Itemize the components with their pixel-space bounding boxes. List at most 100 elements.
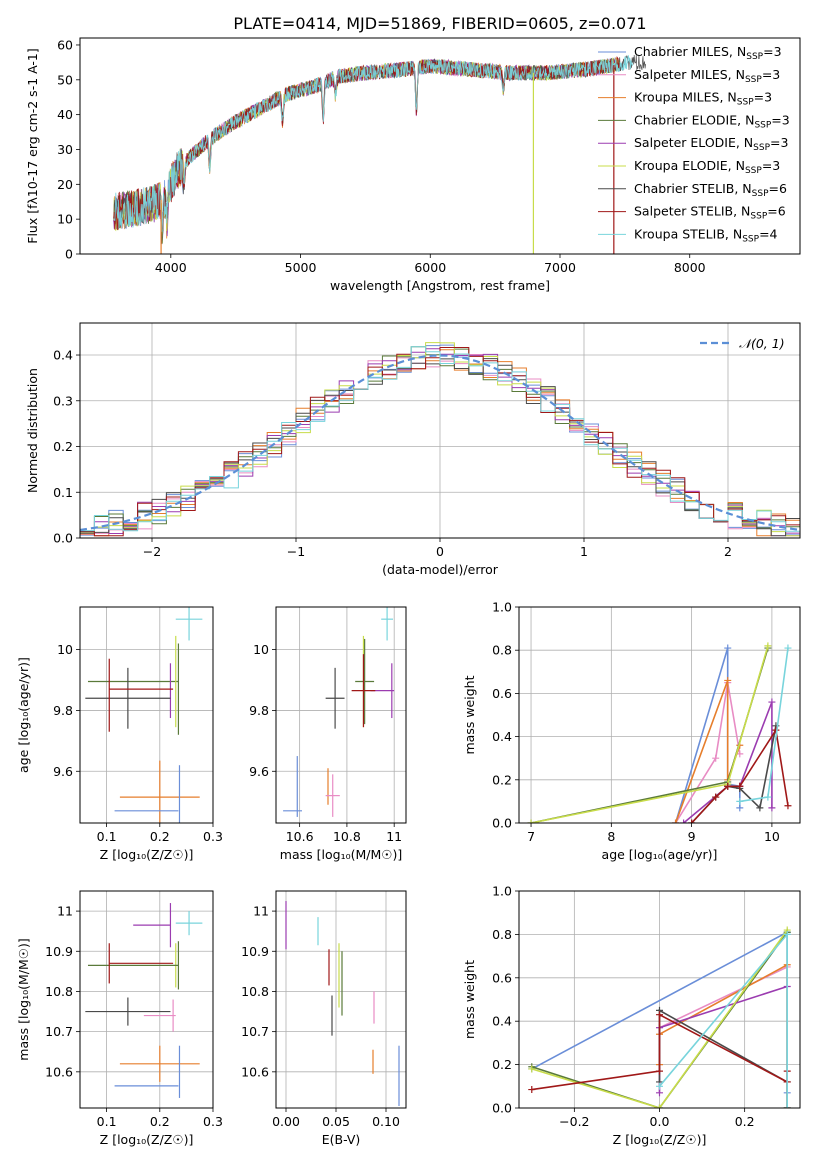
weight-marker [736,804,744,812]
axes-frame [79,606,214,824]
spectrum-line-kroupa-stelib [113,54,633,232]
weight-line-kroupa-elodie [530,645,769,823]
y-tick-label: 10.8 [241,984,269,999]
legend-label: Chabrier STELIB, NSSP=6 [634,181,787,199]
y-tick-label: 0.0 [53,531,73,546]
weight-marker [764,642,772,650]
legend-label: Kroupa ELODIE, NSSP=3 [634,158,780,176]
y-tick-label: 11 [57,904,73,919]
weight-line-salpeter-stelib [691,727,789,823]
y-tick-label: 0.6 [492,970,512,985]
y-tick-label: 0.6 [492,686,512,701]
spectrum-line-salpeter-elodie [113,58,621,237]
weight-marker [656,1089,663,1097]
plot-area [519,607,800,823]
x-tick-label: 11 [386,829,402,844]
chart-age-vs-mass: 10.6 10.8 11 9.6 9.8 10 mass [log₁₀(M/M☉)] [249,606,407,862]
x-axis-label: mass [log₁₀(M/M☉)] [280,847,402,862]
spectrum-line-salpeter-stelib [113,56,621,230]
y-tick-label: 0 [65,247,73,262]
chart-weight-vs-Z: −0.2 0.0 0.2 0.0 0.2 0.4 0.6 0.8 1.0 Z [log₁₀(Z/Z… [462,884,801,1147]
plot-area [276,607,406,823]
y-tick-label: 40 [57,107,73,122]
x-axis-label: age [log₁₀(age/yr)] [602,847,718,862]
weight-marker [784,644,792,652]
y-axis-label: mass weight [462,675,477,754]
x-tick-label: 6000 [414,260,446,275]
chart-mass-vs-Z: 0.1 0.2 0.3 10.6 10.7 10.8 10.9 11 Z [log₁₀(Z/Z☉… [16,890,223,1147]
x-tick-label: 8 [607,829,615,844]
legend-label: Salpeter ELODIE, NSSP=3 [634,135,788,153]
y-tick-label: 0.1 [53,485,73,500]
weight-line-kroupa-miles [658,963,789,1108]
weight-marker [528,1086,536,1094]
x-axis-label: Z [log₁₀(Z/Z☉)] [100,847,194,862]
weight-marker [724,782,732,790]
weight-marker [656,1011,663,1019]
y-tick-label: 30 [57,142,73,157]
chart-mass-vs-ebv: 0.00 0.05 0.10 10.6 10.7 10.8 10.9 11 E(B-V) [241,890,407,1147]
weight-marker [756,804,764,812]
weight-line-chabrier-elodie [530,647,769,823]
y-axis-label: mass weight [462,960,477,1039]
weight-marker [527,819,535,823]
weight-marker [688,819,696,823]
x-tick-label: −1 [287,544,305,559]
plot-area [113,54,646,254]
y-tick-label: 10.9 [241,944,269,959]
y-tick-label: 20 [57,177,73,192]
figure-title: PLATE=0414, MJD=51869, FIBERID=0605, z=0… [233,14,646,33]
y-tick-label: 10.7 [45,1024,73,1039]
x-tick-label: 0.05 [322,1114,350,1129]
plot-area [80,891,213,1108]
y-tick-label: 0.2 [492,1057,512,1072]
x-tick-label: 10.6 [286,829,314,844]
x-tick-label: 0.3 [203,829,223,844]
y-tick-label: 10.7 [241,1024,269,1039]
axes-frame [275,606,407,824]
y-tick-label: 10 [253,642,269,657]
x-axis-label: wavelength [Angstrom, rest frame] [330,278,550,293]
x-axis-label: Z [log₁₀(Z/Z☉)] [613,1132,707,1147]
x-tick-label: 2 [724,544,732,559]
y-tick-label: 0.3 [53,393,73,408]
weight-marker [736,797,744,805]
y-tick-label: 9.6 [249,764,269,779]
y-axis-label: mass [log₁₀(M/M☉)] [16,938,31,1060]
y-tick-label: 50 [57,72,73,87]
axes-frame [518,606,801,824]
y-tick-label: 1.0 [492,600,512,615]
weight-marker [724,644,732,652]
panels: 4000 5000 6000 7000 80000102030405060wavelen… [16,37,801,1147]
axes-frame [79,322,801,539]
y-tick-label: 0.4 [492,1014,512,1029]
chart-weight-vs-age: 7 8 9 10 0.0 0.2 0.4 0.6 0.8 1.0 age [log₁₀(age/yr… [462,600,801,862]
x-tick-label: 0 [436,544,444,559]
y-axis-label: Normed distribution [25,368,40,493]
x-tick-label: −0.2 [559,1114,589,1129]
x-tick-label: 8000 [674,260,706,275]
y-tick-label: 0.0 [492,1101,512,1116]
histogram-kroupa-stelib [80,346,800,538]
x-tick-label: 4000 [155,260,187,275]
x-tick-label: 10.8 [333,829,361,844]
axes-frame [275,890,407,1109]
y-tick-label: 0.8 [492,643,512,658]
weight-marker [768,804,776,812]
x-tick-label: 5000 [285,260,317,275]
y-tick-label: 0.8 [492,927,512,942]
x-tick-label: 0.3 [203,1114,223,1129]
weight-marker [528,1065,536,1073]
x-tick-label: 9 [688,829,696,844]
y-tick-label: 10 [57,642,73,657]
x-tick-label: 0.2 [735,1114,755,1129]
spectrum-line-chabrier-miles [113,57,621,243]
y-tick-label: 0.4 [53,348,73,363]
x-axis-label: Z [log₁₀(Z/Z☉)] [100,1132,194,1147]
legend: Chabrier MILES, NSSP=3 Salpeter MILES, NS… [598,44,790,244]
legend-label: Kroupa MILES, NSSP=3 [634,90,772,108]
x-tick-label: 7 [527,829,535,844]
weight-line-salpeter-elodie [658,985,788,1093]
y-tick-label: 0.0 [492,816,512,831]
y-tick-label: 9.8 [249,703,269,718]
